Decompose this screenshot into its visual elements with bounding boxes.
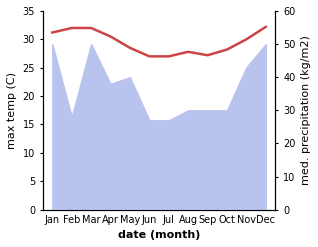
Y-axis label: max temp (C): max temp (C)	[7, 72, 17, 149]
Y-axis label: med. precipitation (kg/m2): med. precipitation (kg/m2)	[301, 35, 311, 185]
X-axis label: date (month): date (month)	[118, 230, 200, 240]
